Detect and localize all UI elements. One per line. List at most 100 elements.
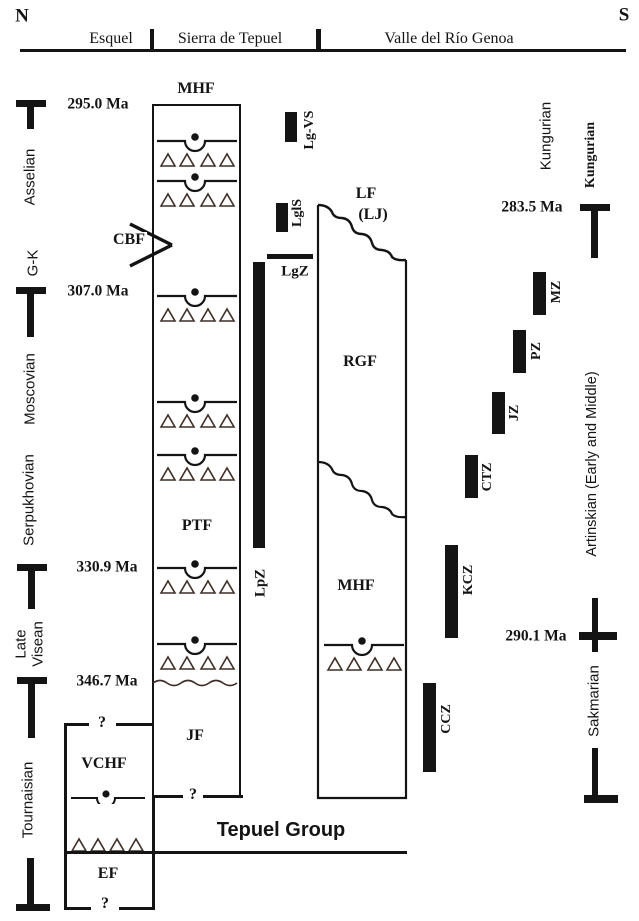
uncertain-boundary-mark: ?: [98, 714, 106, 731]
age-label-295: 295.0 Ma: [67, 95, 129, 113]
till-unit-symbol: [157, 288, 237, 322]
stage-label-sakmarian: Sakmarian: [585, 665, 603, 737]
formation-label-lj: (LJ): [358, 206, 388, 223]
formation-label-ptf: PTF: [181, 517, 213, 534]
compass-south-label: S: [618, 4, 630, 26]
formation-label-cbf: CBF: [111, 231, 147, 248]
biozone-bar-lgls: [276, 203, 288, 232]
till-unit-symbol: [157, 133, 237, 167]
axis-tick-290: [579, 632, 617, 640]
ef-bottom-line: [119, 907, 154, 910]
stage-label-kungurian-outer: Kungurian: [583, 121, 598, 189]
vchf-top-line: [64, 723, 89, 726]
biozone-label-lpz: LpZ: [252, 568, 269, 598]
region-header-valle-del-rio-genoa: Valle del Río Genoa: [384, 30, 514, 47]
biozone-bar-lgvs: [285, 112, 297, 142]
stage-label-late: Late: [12, 629, 30, 659]
region-separator-tick: [150, 29, 154, 50]
till-unit-symbol: [157, 560, 237, 594]
till-unit-symbol: [157, 394, 237, 428]
fault-chevron-icon: [129, 222, 173, 268]
axis-tick-283: [580, 204, 610, 211]
biozone-bar-ccz: [423, 683, 436, 772]
axis-line-segment: [28, 684, 35, 738]
formation-label-vchf: VCHF: [81, 755, 127, 772]
stage-label-moscovian: Moscovian: [21, 353, 39, 425]
header-rule: [20, 49, 626, 52]
biozone-label-lgvs: Lg-VS: [302, 110, 317, 150]
biozone-label-ctz: CTZ: [480, 462, 495, 492]
axis-line-segment: [27, 858, 34, 906]
biozone-bar-kcz: [445, 545, 458, 638]
age-label-283: 283.5 Ma: [501, 198, 563, 216]
stage-label-tournaisian: Tournaisian: [19, 761, 37, 839]
formation-label-ef: EF: [97, 865, 119, 882]
formation-label-mhf-genoa: MHF: [337, 577, 375, 594]
stage-label-kungurian-inner: Kungurian: [537, 101, 555, 171]
vchf-top-line: [116, 723, 154, 726]
tepuel-group-base-line: [65, 851, 407, 854]
stage-label-visean: Visean: [29, 621, 47, 667]
stage-label-gk: G-K: [24, 249, 42, 277]
formation-label-lf: LF: [355, 185, 377, 202]
axis-line-segment: [592, 598, 598, 652]
axis-tick-346: [17, 677, 47, 684]
group-label-tepuel: Tepuel Group: [216, 819, 346, 841]
age-label-346: 346.7 Ma: [76, 672, 138, 690]
esquel-column-left-edge: [64, 725, 67, 910]
wavy-contact-line: [317, 203, 407, 262]
stage-label-asselian: Asselian: [21, 148, 39, 206]
axis-line-segment: [27, 294, 34, 337]
till-unit-symbol: [157, 173, 237, 207]
biozone-label-pz: PZ: [529, 342, 544, 360]
stage-label-serpukhovian: Serpukhovian: [20, 454, 38, 546]
axis-line-segment: [28, 571, 35, 609]
axis-tick-330: [17, 564, 47, 571]
axis-tick-307: [16, 287, 46, 294]
wavy-contact-line: [317, 460, 407, 519]
column-bottom-line: [203, 795, 243, 798]
axis-line-segment: [591, 211, 598, 258]
axis-tick-295: [16, 100, 46, 107]
uncertain-boundary-mark: ?: [189, 786, 197, 803]
ef-bottom-line: [64, 907, 91, 910]
axis-end-tick: [16, 904, 50, 911]
biozone-label-kcz: KCZ: [461, 564, 476, 596]
region-separator-tick: [316, 29, 321, 52]
biozone-bar-lgz: [267, 254, 313, 259]
biozone-bar-lpz: [253, 262, 265, 548]
tepuel-column-outline: [152, 104, 241, 797]
genoa-column-outline: [316, 203, 408, 800]
axis-line-segment: [27, 107, 34, 129]
age-label-307: 307.0 Ma: [67, 282, 129, 300]
formation-label-mhf-tepuel: MHF: [177, 80, 215, 97]
dropstone-symbol: [71, 790, 145, 804]
till-unit-symbol: [324, 637, 404, 671]
uncertain-boundary-mark: ?: [101, 895, 109, 912]
wavy-contact-line: [152, 679, 238, 687]
till-unit-symbol: [157, 636, 237, 670]
biozone-label-mz: MZ: [549, 280, 564, 304]
region-header-esquel: Esquel: [89, 30, 133, 47]
stage-label-artinskian: Artinskian (Early and Middle): [583, 371, 600, 557]
axis-line-segment: [592, 748, 598, 798]
biozone-label-ccz: CCZ: [439, 704, 454, 734]
biozone-label-jz: JZ: [507, 404, 522, 422]
biozone-label-lgls: LglS: [290, 198, 305, 228]
age-label-290: 290.1 Ma: [505, 627, 567, 645]
biozone-bar-mz: [533, 272, 546, 315]
biozone-label-lgz: LgZ: [281, 263, 309, 280]
formation-label-jf: JF: [186, 727, 204, 744]
diamictite-triangle-row: [70, 837, 145, 852]
compass-north-label: N: [15, 5, 29, 27]
axis-end-tick: [584, 795, 618, 803]
biozone-bar-jz: [492, 392, 505, 434]
biozone-bar-pz: [513, 330, 526, 373]
till-unit-symbol: [157, 447, 237, 481]
column-bottom-line: [152, 795, 183, 798]
biozone-bar-ctz: [465, 455, 478, 498]
formation-label-rgf: RGF: [343, 353, 377, 370]
region-header-sierra-de-tepuel: Sierra de Tepuel: [177, 30, 283, 47]
age-label-330: 330.9 Ma: [76, 558, 138, 576]
